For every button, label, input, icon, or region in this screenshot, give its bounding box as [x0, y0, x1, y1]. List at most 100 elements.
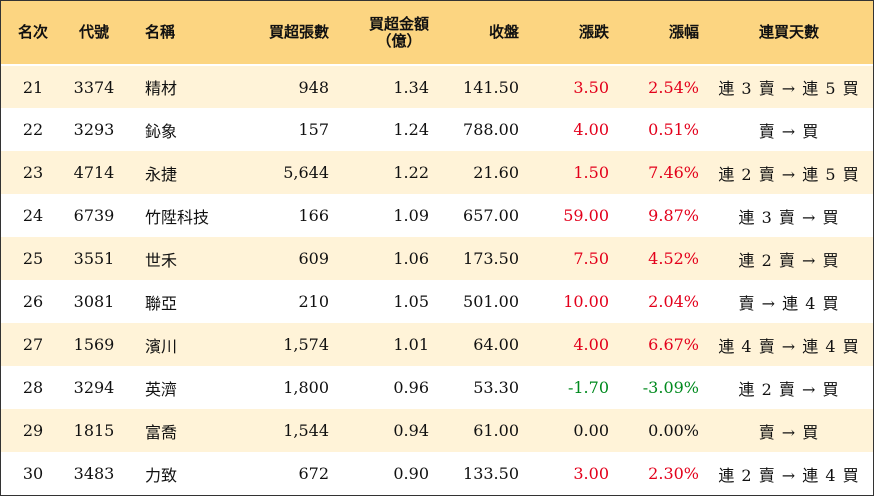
cell-change: 4.00	[573, 120, 609, 139]
cell-name: 力致	[145, 465, 178, 485]
header-close: 收盤	[488, 23, 519, 41]
cell-name: 聯亞	[145, 293, 178, 313]
cell-amount: 0.94	[393, 421, 429, 440]
cell-streak: 賣 → 買	[758, 422, 820, 442]
cell-lots: 1,574	[283, 335, 329, 354]
cell-change: 0.00	[573, 421, 609, 440]
cell-name: 鈊象	[145, 121, 178, 141]
cell-rank: 21	[1, 64, 61, 108]
cell-name: 精材	[133, 64, 243, 108]
cell-pct: 0.51%	[648, 120, 699, 139]
cell-code: 3374	[61, 64, 133, 108]
table-row: 24 6739 竹陞科技 166 1.09 657.00 59.00 9.87%…	[1, 194, 873, 237]
cell-code: 3551	[73, 249, 115, 268]
cell-lots: 672	[298, 464, 329, 483]
cell-name: 濱川	[145, 336, 178, 356]
header-amount-line2: （億）	[376, 31, 422, 50]
cell-close: 173.50	[463, 249, 519, 268]
cell-amount: 1.06	[393, 249, 429, 268]
cell-streak: 連 2 賣 → 連 5 買	[718, 164, 860, 184]
cell-rank: 22	[22, 120, 44, 139]
cell-rank: 24	[22, 206, 44, 225]
cell-streak: 賣 → 買	[758, 121, 820, 141]
cell-pct: -3.09%	[642, 378, 699, 397]
cell-rank: 26	[22, 292, 44, 311]
header-streak: 連買天數	[758, 23, 819, 41]
header-amount: 買超金額 （億）	[335, 1, 435, 65]
cell-amount: 1.09	[393, 206, 429, 225]
cell-code: 3081	[73, 292, 115, 311]
header-code: 代號	[78, 23, 109, 41]
cell-lots: 5,644	[283, 163, 329, 182]
cell-name: 竹陞科技	[145, 207, 210, 227]
cell-pct: 2.54%	[615, 64, 705, 108]
cell-rank: 29	[22, 421, 44, 440]
cell-amount: 1.05	[393, 292, 429, 311]
cell-close: 21.60	[473, 163, 519, 182]
cell-rank: 25	[22, 249, 44, 268]
cell-close: 53.30	[473, 378, 519, 397]
cell-name: 永捷	[145, 164, 178, 184]
cell-change: 10.00	[563, 292, 609, 311]
cell-lots: 1,800	[283, 378, 329, 397]
cell-streak: 賣 → 連 4 買	[738, 293, 840, 313]
cell-streak: 連 3 賣 → 連 5 買	[705, 64, 873, 108]
cell-streak: 連 2 賣 → 買	[738, 379, 840, 399]
cell-close: 64.00	[473, 335, 519, 354]
cell-lots: 609	[298, 249, 329, 268]
header-name: 名稱	[145, 23, 176, 41]
header-lots: 買超張數	[268, 23, 329, 41]
cell-code: 3483	[73, 464, 115, 483]
cell-amount: 0.90	[393, 464, 429, 483]
cell-rank: 23	[22, 163, 44, 182]
cell-pct: 9.87%	[648, 206, 699, 225]
table-row: 27 1569 濱川 1,574 1.01 64.00 4.00 6.67% 連…	[1, 323, 873, 366]
header-rank: 名次	[17, 23, 48, 41]
cell-close: 61.00	[473, 421, 519, 440]
cell-change: 7.50	[573, 249, 609, 268]
cell-pct: 7.46%	[648, 163, 699, 182]
cell-amount: 1.24	[393, 120, 429, 139]
cell-change: 3.50	[525, 64, 615, 108]
table-row: 29 1815 富喬 1,544 0.94 61.00 0.00 0.00% 賣…	[1, 409, 873, 452]
cell-rank: 28	[22, 378, 44, 397]
cell-pct: 6.67%	[648, 335, 699, 354]
cell-streak: 連 4 賣 → 連 4 買	[718, 336, 860, 356]
cell-code: 3294	[73, 378, 115, 397]
cell-streak: 連 2 賣 → 買	[738, 250, 840, 270]
cell-code: 1815	[73, 421, 115, 440]
cell-name: 英濟	[145, 379, 178, 399]
table-row: 30 3483 力致 672 0.90 133.50 3.00 2.30% 連 …	[1, 452, 873, 495]
cell-code: 3293	[73, 120, 115, 139]
cell-lots: 948	[243, 64, 335, 108]
table-body: 21 3374 精材 948 1.34 141.50 3.50 2.54% 連 …	[1, 64, 873, 495]
cell-change: 59.00	[563, 206, 609, 225]
cell-code: 4714	[73, 163, 115, 182]
cell-lots: 157	[298, 120, 329, 139]
table-row: 26 3081 聯亞 210 1.05 501.00 10.00 2.04% 賣…	[1, 280, 873, 323]
cell-amount: 1.22	[393, 163, 429, 182]
cell-streak: 連 2 賣 → 連 4 買	[718, 465, 860, 485]
cell-amount: 1.01	[393, 335, 429, 354]
cell-name: 世禾	[145, 250, 178, 270]
table-header: 名次 代號 名稱 買超張數 買超金額 （億） 收盤 漲跌 漲幅 連買天數	[1, 1, 873, 65]
header-amount-line1: 買超金額	[368, 14, 429, 33]
cell-rank: 30	[22, 464, 44, 483]
header-row: 名次 代號 名稱 買超張數 買超金額 （億） 收盤 漲跌 漲幅 連買天數	[1, 1, 873, 65]
table-row: 28 3294 英濟 1,800 0.96 53.30 -1.70 -3.09%…	[1, 366, 873, 409]
cell-lots: 210	[298, 292, 329, 311]
cell-name: 富喬	[145, 422, 178, 442]
cell-change: -1.70	[567, 378, 609, 397]
cell-change: 4.00	[573, 335, 609, 354]
cell-lots: 166	[298, 206, 329, 225]
cell-change: 1.50	[573, 163, 609, 182]
cell-amount: 0.96	[393, 378, 429, 397]
cell-close: 133.50	[463, 464, 519, 483]
cell-close: 501.00	[463, 292, 519, 311]
cell-amount: 1.34	[335, 64, 435, 108]
cell-lots: 1,544	[283, 421, 329, 440]
cell-rank: 27	[22, 335, 44, 354]
cell-change: 3.00	[573, 464, 609, 483]
